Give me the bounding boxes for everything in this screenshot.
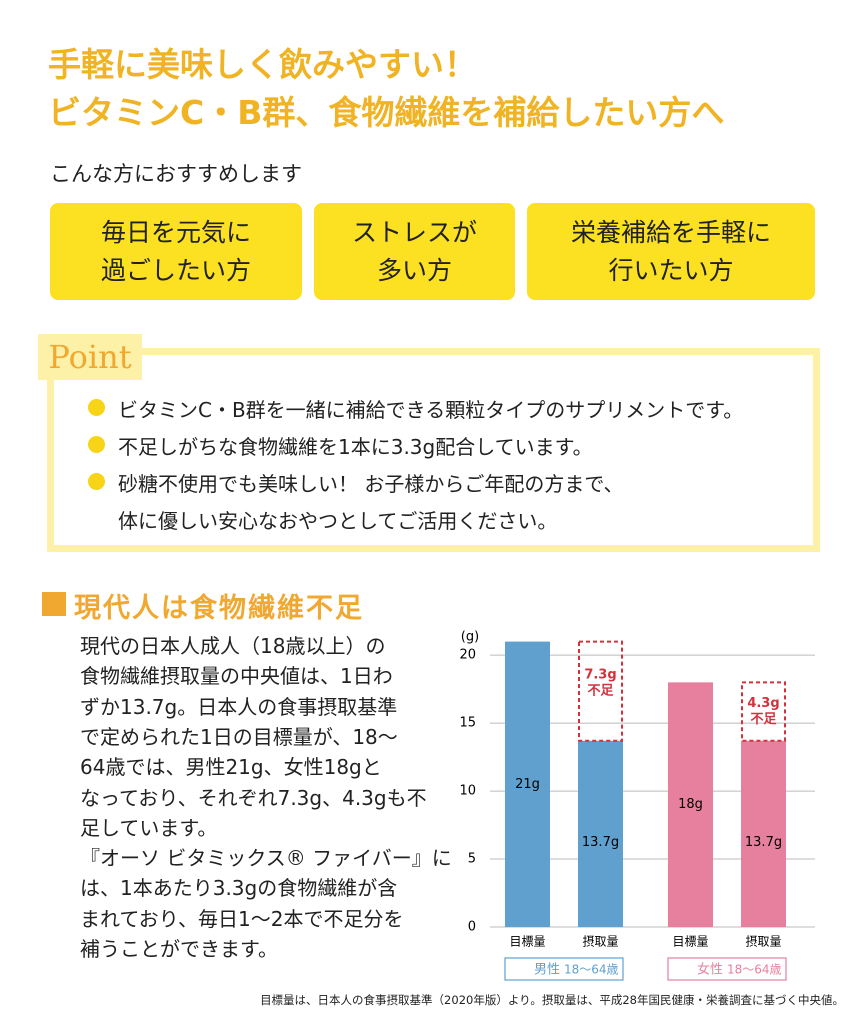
target-bar	[668, 682, 713, 927]
shortfall-bar	[578, 640, 623, 742]
body-line: 『オーソ ビタミックス® ファイバー』に	[80, 846, 452, 871]
y-tick-label: 10	[459, 784, 476, 799]
shortfall-label: 4.3g	[747, 696, 779, 711]
point-box	[47, 348, 820, 552]
bullet	[88, 473, 105, 490]
group-box	[667, 957, 787, 981]
point-item: ビタミンC・B群を一緒に補給できる顆粒タイプのサプリメントです。	[118, 398, 744, 422]
body-line: 現代の日本人成人（18歳以上）の	[80, 634, 386, 658]
target-bar	[505, 641, 550, 927]
recommend-box: 毎日を元気に 過ごしたい方	[50, 203, 302, 300]
point-item: 不足しがちな食物繊維を1本に3.3g配合しています。	[118, 435, 593, 459]
body-line: 足しています。	[80, 815, 218, 840]
x-tick-label: 目標量	[672, 935, 708, 949]
box-line: 多い方	[376, 255, 452, 285]
body-line: 食物繊維摂取量の中央値は、1日わ	[80, 664, 393, 689]
x-tick-label: 摂取量	[582, 934, 618, 949]
x-tick-label: 摂取量	[745, 934, 781, 949]
shortfall-label: 不足	[587, 684, 614, 699]
box-line: 行いたい方	[608, 255, 734, 285]
bar-label: 13.7g	[582, 835, 619, 850]
point-label: Point	[38, 334, 142, 380]
bar-label: 13.7g	[745, 835, 782, 850]
recommend-title: こんな方におすすめします	[50, 162, 302, 186]
section-marker	[42, 592, 66, 616]
bar-label: 18g	[678, 797, 703, 812]
point-item: 砂糖不使用でも美味しい！ お子様からご年配の方まで、	[118, 472, 624, 496]
group-box	[504, 957, 624, 981]
body-line: なっており、それぞれ7.3g、4.3gも不	[80, 785, 427, 810]
body-line: 補うことができます。	[80, 937, 278, 961]
shortfall-label: 不足	[750, 712, 777, 727]
group-range: 18〜64歳	[564, 963, 619, 977]
shortfall-bar	[741, 681, 786, 742]
bullet	[88, 399, 105, 416]
y-tick-label: 15	[459, 716, 476, 731]
bar-label: 21g	[515, 777, 540, 792]
body-line: 64歳では、男性21g、女性18gと	[80, 755, 382, 780]
box-line: 毎日を元気に	[100, 217, 251, 247]
shortfall-label: 7.3g	[584, 668, 616, 683]
bullet	[88, 436, 105, 453]
y-unit: (g)	[461, 630, 479, 645]
x-tick-label: 目標量	[509, 935, 545, 949]
section-title: 現代人は食物繊維不足	[74, 593, 364, 624]
group-range: 18〜64歳	[727, 963, 782, 977]
heading: ビタミンC・B群、食物繊維を補給したい方へ	[48, 93, 725, 132]
group-label: 男性	[534, 963, 560, 978]
group-label: 女性	[697, 962, 723, 978]
box-line: 栄養補給を手軽に	[570, 217, 771, 247]
footnote: 目標量は、日本人の食事摂取基準（2020年版）より。摂取量は、平成28年国民健康…	[260, 993, 844, 1007]
recommend-box: 栄養補給を手軽に 行いたい方	[527, 203, 815, 300]
point-item: 体に優しい安心なおやつとしてご活用ください。	[118, 509, 558, 533]
body-line: で定められた1日の目標量が、18〜	[80, 724, 398, 749]
y-tick-label: 20	[459, 648, 476, 663]
recommend-box: ストレスが 多い方	[314, 203, 515, 300]
y-tick-label: 0	[468, 920, 476, 935]
box-line: ストレスが	[351, 217, 477, 247]
intake-bar	[578, 740, 623, 927]
box-line: 過ごしたい方	[100, 255, 251, 285]
y-tick-label: 5	[468, 852, 476, 867]
body-line: は、1本あたり3.3gの食物繊維が含	[80, 876, 398, 901]
intake-bar	[741, 740, 786, 927]
body-line: ずか13.7g。日本人の食事摂取基準	[80, 694, 398, 719]
heading: 手軽に美味しく飲みやすい！	[48, 45, 477, 84]
body-line: まれており、毎日1〜2本で不足分を	[80, 906, 404, 931]
